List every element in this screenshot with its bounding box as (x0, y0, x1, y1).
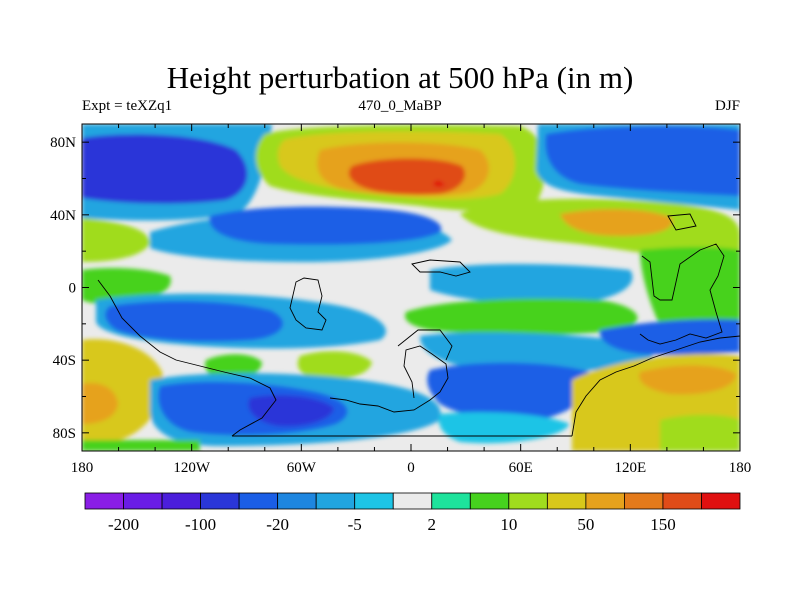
coastline-south-west (97, 279, 277, 437)
map-title: Height perturbation at 500 hPa (in m) (166, 60, 634, 95)
colorbar-swatch (277, 492, 317, 510)
coastline-north-africa (411, 259, 471, 277)
field-deep-blue-south-ring (248, 395, 334, 427)
colorbar-swatch (123, 492, 163, 510)
colorbar-swatch (354, 492, 394, 510)
coastlines (97, 213, 740, 437)
colorbar-label: 50 (577, 515, 594, 534)
colorbar-label: -100 (185, 515, 216, 534)
field-green-east-tropics (640, 247, 740, 332)
field-green-tropical-africa (405, 298, 638, 336)
colorbar-swatch (84, 492, 124, 510)
y-tick-label: 40S (53, 353, 76, 369)
coastline-east-continent (639, 243, 725, 345)
colorbar-swatch (315, 492, 356, 510)
field-orange-south-east (639, 365, 736, 395)
colorbar-swatch (546, 492, 587, 510)
x-tick-label: 180 (71, 460, 94, 476)
field-dark-blue-atlantic (209, 206, 442, 245)
field-blue-tropical-atlantic (430, 264, 633, 305)
y-tick-label: 80N (50, 135, 76, 151)
x-tick-label: 120W (173, 460, 211, 476)
colorbar-label: 150 (650, 515, 676, 534)
field-orange-south-west (82, 382, 118, 424)
colorbar-label: -200 (108, 515, 139, 534)
colorbar-swatch (431, 492, 471, 510)
colorbar-label: -5 (348, 515, 362, 534)
y-tick-label: 0 (69, 281, 77, 297)
field-orange-mid-east (560, 209, 673, 236)
field-red-max (432, 180, 446, 187)
colorbar-swatch (624, 492, 664, 510)
colorbar-swatch (200, 492, 240, 510)
colorbar-label: 2 (428, 515, 437, 534)
colorbar-labels: -200 -100 -20 -5 2 10 50 150 (108, 515, 676, 534)
time-period-label: 470_0_MaBP (358, 98, 442, 114)
colorbar-swatch (469, 492, 510, 510)
colorbar-swatch (238, 492, 279, 510)
coastline-greenland (289, 277, 327, 331)
field-green-south-far-west (82, 440, 200, 451)
x-tick-label: 120E (614, 460, 646, 476)
colorbar-swatch (662, 492, 702, 510)
x-tick-label: 60W (287, 460, 317, 476)
height-perturbation-field (82, 124, 740, 451)
y-tick-label: 40N (50, 208, 76, 224)
field-dark-blue-north-east (545, 125, 740, 196)
coastline-south-east (571, 335, 740, 437)
x-tick-label: 60E (509, 460, 533, 476)
axis-labels: 180 120W 60W 0 60E 120E 180 80N 40N 0 40S 80S (50, 135, 751, 476)
field-dark-blue-south-indian (599, 319, 740, 355)
field-lime-south-mid (297, 351, 372, 381)
coastline-south-africa (397, 329, 453, 361)
field-lime-west (82, 218, 150, 262)
field-blue-south-atlantic (420, 332, 653, 372)
colorbar-label: 10 (500, 515, 517, 534)
colorbar-swatch (508, 492, 548, 510)
colorbar (84, 492, 741, 510)
colorbar-swatch (161, 492, 201, 510)
colorbar-label: -20 (266, 515, 289, 534)
colorbar-swatch (392, 492, 433, 510)
field-dark-blue-south-pacific (105, 301, 283, 342)
field-blue-south-central (427, 362, 593, 422)
field-green-south-east-edge (660, 414, 740, 451)
colorbar-swatch (585, 492, 625, 510)
coastline-south-central (329, 345, 449, 413)
y-tick-label: 80S (53, 426, 76, 442)
field-dark-blue-north-pacific (82, 134, 248, 204)
season-label: DJF (714, 98, 740, 114)
x-tick-label: 180 (729, 460, 752, 476)
field-cyan-south-central (438, 412, 570, 444)
x-tick-label: 0 (407, 460, 415, 476)
experiment-label: Expt = teXZq1 (82, 98, 173, 114)
colorbar-swatch (701, 492, 741, 510)
coastline-east-island (667, 213, 697, 231)
axis-ticks (81, 124, 741, 451)
